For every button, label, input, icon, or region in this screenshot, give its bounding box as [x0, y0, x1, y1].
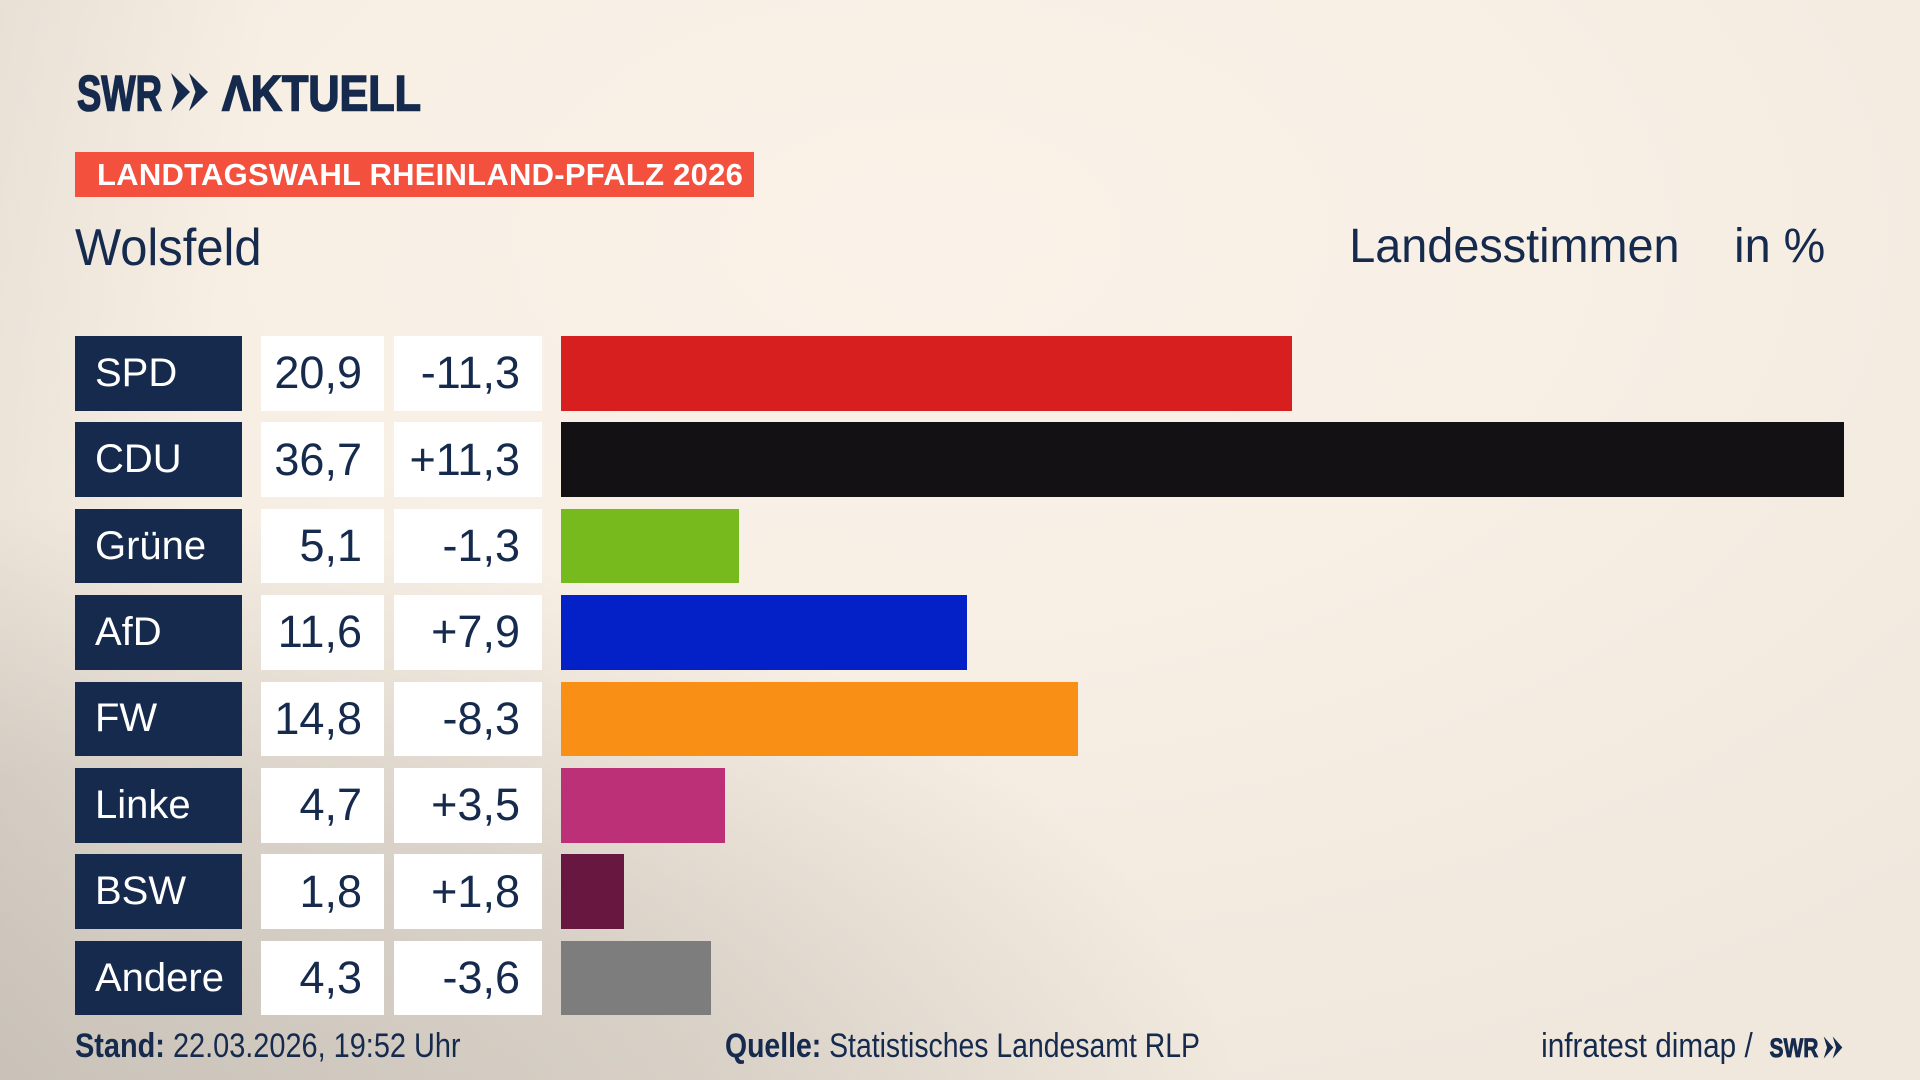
svg-text:SWR: SWR [77, 66, 162, 122]
svg-text:SWR: SWR [1770, 1035, 1819, 1061]
svg-text:ΛKTUELL: ΛKTUELL [222, 66, 421, 122]
